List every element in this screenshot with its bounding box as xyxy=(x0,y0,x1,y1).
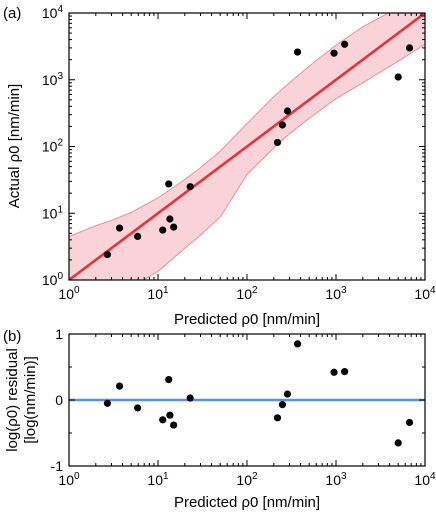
data-point xyxy=(283,107,292,115)
x-tick-label: 100 xyxy=(58,471,80,488)
panel-b-x-axis-label: Predicted ρ0 [nm/min] xyxy=(174,494,320,511)
panel-a-x-axis-label: Predicted ρ0 [nm/min] xyxy=(174,311,320,328)
residual-point xyxy=(405,418,414,427)
x-tick-label: 102 xyxy=(236,471,258,488)
data-point xyxy=(330,49,338,57)
panel-a-y-axis-label: Actual ρ0 [nm/min] xyxy=(6,84,23,208)
data-point xyxy=(166,215,174,223)
y-tick-label: 0 xyxy=(55,392,63,408)
residual-point xyxy=(278,401,287,409)
residual-point xyxy=(170,421,178,429)
x-tick-label: 104 xyxy=(414,285,436,302)
y-tick-label: -1 xyxy=(51,458,64,474)
panel-b-plot-area xyxy=(69,340,425,447)
data-point xyxy=(405,44,414,52)
fit-line xyxy=(69,13,425,280)
panel-b-label: (b) xyxy=(3,328,21,345)
x-tick-label: 103 xyxy=(325,471,347,488)
residual-point xyxy=(134,404,142,412)
residual-point xyxy=(165,375,173,384)
residual-point xyxy=(293,340,302,348)
y-tick-label: 1 xyxy=(55,326,63,342)
panel-b-y-axis-label-line1: log(ρ0) residual xyxy=(4,348,21,452)
data-point xyxy=(278,121,287,129)
data-point xyxy=(103,251,111,259)
panel-b: (b) 100 101 102 103 104 -1 0 1 Predicted ρ0 [n… xyxy=(3,326,436,511)
data-point xyxy=(134,232,142,240)
residual-point xyxy=(394,439,402,447)
panel-a-plot-area xyxy=(69,13,425,280)
residual-point xyxy=(273,414,282,422)
residual-point xyxy=(330,368,338,376)
x-tick-label: 104 xyxy=(414,471,436,488)
residual-point xyxy=(166,411,174,419)
confidence-band-upper-edge xyxy=(69,13,390,237)
y-tick-label: 103 xyxy=(42,71,64,88)
x-tick-label: 101 xyxy=(147,285,169,302)
y-tick-label: 102 xyxy=(42,138,64,155)
panel-b-y-ticks: -1 0 1 xyxy=(51,326,425,474)
residual-point xyxy=(115,382,124,390)
y-tick-label: 100 xyxy=(42,271,64,288)
data-point xyxy=(394,73,402,81)
residual-point xyxy=(341,368,349,376)
residual-point xyxy=(283,390,292,398)
data-point xyxy=(115,224,124,232)
x-tick-label: 101 xyxy=(147,471,169,488)
data-point xyxy=(159,226,167,234)
y-tick-label: 101 xyxy=(42,204,64,221)
x-tick-label: 100 xyxy=(58,285,80,302)
data-point xyxy=(170,223,178,231)
data-point xyxy=(293,48,302,56)
panel-a: (a) 100 101 102 103 104 100 101 102 103 104 Pred… xyxy=(3,4,436,328)
panel-a-label: (a) xyxy=(3,5,21,22)
panel-b-x-ticks: 100 101 102 103 104 xyxy=(58,334,436,488)
data-point xyxy=(273,138,282,147)
residual-point xyxy=(103,399,111,407)
x-tick-label: 103 xyxy=(325,285,347,302)
data-point xyxy=(165,180,173,188)
panel-a-x-ticks: 100 101 102 103 104 xyxy=(58,13,436,302)
panel-b-y-axis-label-line2: [log(nm/min)] xyxy=(22,356,39,444)
residual-point xyxy=(186,394,194,402)
x-tick-label: 102 xyxy=(236,285,258,302)
confidence-band-lower-edge xyxy=(142,43,425,280)
residual-point xyxy=(159,416,167,424)
data-point xyxy=(186,183,194,191)
panel-a-y-ticks: 100 101 102 103 104 xyxy=(42,4,425,288)
y-tick-label: 104 xyxy=(42,4,64,21)
data-point xyxy=(341,40,349,48)
